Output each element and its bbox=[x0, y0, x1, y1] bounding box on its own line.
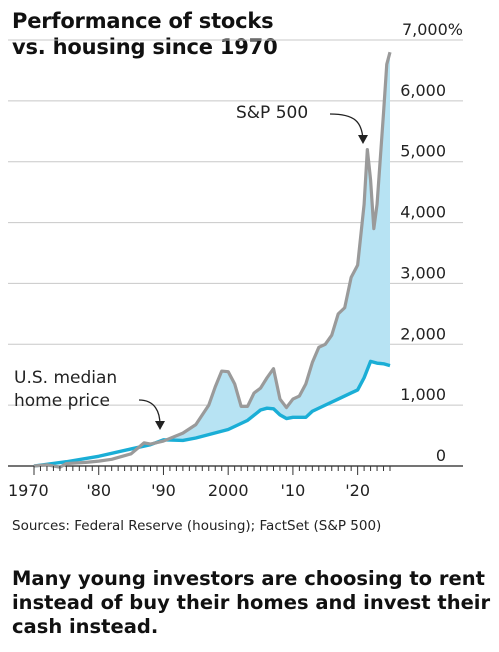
y-tick-label: 3,000 bbox=[400, 263, 446, 282]
chart-title-line-1: Performance of stocks bbox=[12, 9, 274, 33]
y-tick-label: 0 bbox=[436, 446, 446, 465]
x-axis: 1970 '80 '90 2000 '10 '20 bbox=[8, 466, 391, 500]
y-axis: 0 1,000 2,000 3,000 4,000 5,000 6,000 7,000% bbox=[400, 20, 463, 465]
x-tick-label: '90 bbox=[151, 481, 176, 500]
series-line-sp500 bbox=[33, 51, 392, 469]
x-tick-label: 2000 bbox=[208, 481, 249, 500]
annotation-sp500-arrow bbox=[329, 113, 364, 141]
annotation-sp500-arrowhead bbox=[358, 135, 368, 144]
annotation-home-arrowhead bbox=[155, 421, 165, 430]
caption: Many young investors are choosing to ren… bbox=[12, 567, 491, 638]
y-tick-label: 5,000 bbox=[400, 142, 446, 161]
source-note: Sources: Federal Reserve (housing); Fact… bbox=[12, 518, 382, 534]
y-tick-label: 7,000% bbox=[402, 20, 463, 39]
chart-title: Performance of stocks vs. housing since … bbox=[12, 8, 278, 60]
annotation-home-line-2: home price bbox=[14, 391, 110, 411]
x-tick-label: '80 bbox=[86, 481, 111, 500]
x-tick-label: '20 bbox=[345, 481, 370, 500]
chart-title-line-2: vs. housing since 1970 bbox=[12, 35, 278, 59]
y-tick-label: 1,000 bbox=[400, 385, 446, 404]
x-tick-label: '10 bbox=[281, 481, 306, 500]
annotation-home-line-1: U.S. median bbox=[14, 368, 117, 388]
y-tick-label: 4,000 bbox=[400, 203, 446, 222]
chart-svg: 0 1,000 2,000 3,000 4,000 5,000 6,000 7,000% 19… bbox=[8, 20, 463, 500]
x-tick-label: 1970 bbox=[8, 481, 49, 500]
y-tick-label: 2,000 bbox=[400, 324, 446, 343]
annotation-sp500: S&P 500 bbox=[236, 103, 308, 123]
y-tick-label: 6,000 bbox=[400, 81, 446, 100]
